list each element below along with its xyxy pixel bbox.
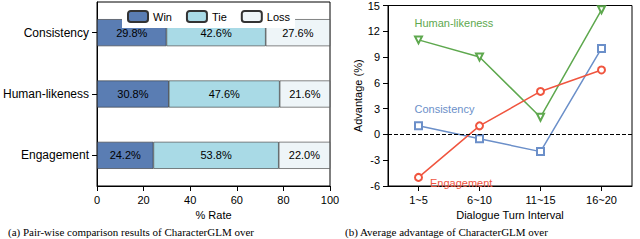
svg-text:42.6%: 42.6% (200, 27, 231, 39)
svg-text:Engagement: Engagement (430, 177, 492, 189)
svg-text:27.6%: 27.6% (282, 27, 313, 39)
svg-text:15: 15 (368, 0, 380, 12)
svg-text:% Rate: % Rate (195, 209, 231, 221)
svg-text:20: 20 (138, 194, 150, 206)
svg-text:0: 0 (94, 194, 100, 206)
svg-text:24.2%: 24.2% (110, 149, 141, 161)
svg-text:Advantage (%): Advantage (%) (352, 59, 364, 132)
svg-text:53.8%: 53.8% (200, 149, 231, 161)
svg-text:40: 40 (184, 194, 196, 206)
svg-text:0: 0 (374, 128, 380, 140)
svg-text:47.6%: 47.6% (209, 88, 240, 100)
svg-text:21.6%: 21.6% (289, 88, 320, 100)
svg-text:11~15: 11~15 (525, 194, 555, 206)
svg-text:Win: Win (153, 11, 172, 23)
svg-text:6~10: 6~10 (467, 194, 492, 206)
svg-text:Human-likeness: Human-likeness (415, 17, 494, 29)
svg-text:Tie: Tie (212, 11, 227, 23)
svg-text:Consistency: Consistency (415, 103, 475, 115)
svg-text:Consistency: Consistency (24, 26, 89, 40)
svg-text:22.0%: 22.0% (289, 149, 320, 161)
svg-text:-3: -3 (370, 154, 380, 166)
svg-text:Human-likeness: Human-likeness (3, 87, 89, 101)
svg-text:29.8%: 29.8% (116, 27, 147, 39)
svg-text:80: 80 (277, 194, 289, 206)
svg-text:-6: -6 (370, 180, 380, 192)
svg-text:(a) Pair-wise comparison resul: (a) Pair-wise comparison results of Char… (8, 226, 254, 239)
svg-text:(b) Average advantage of Chara: (b) Average advantage of CharacterGLM ov… (345, 226, 548, 239)
svg-text:6: 6 (374, 77, 380, 89)
svg-text:Dialogue Turn Interval: Dialogue Turn Interval (456, 209, 564, 221)
svg-text:1~5: 1~5 (409, 194, 428, 206)
svg-text:12: 12 (368, 25, 380, 37)
svg-text:Engagement: Engagement (21, 148, 90, 162)
svg-text:Loss: Loss (267, 11, 291, 23)
svg-text:30.8%: 30.8% (117, 88, 148, 100)
svg-text:9: 9 (374, 51, 380, 63)
svg-text:16~20: 16~20 (586, 194, 617, 206)
svg-text:100: 100 (321, 194, 339, 206)
svg-text:3: 3 (374, 103, 380, 115)
svg-text:60: 60 (231, 194, 243, 206)
